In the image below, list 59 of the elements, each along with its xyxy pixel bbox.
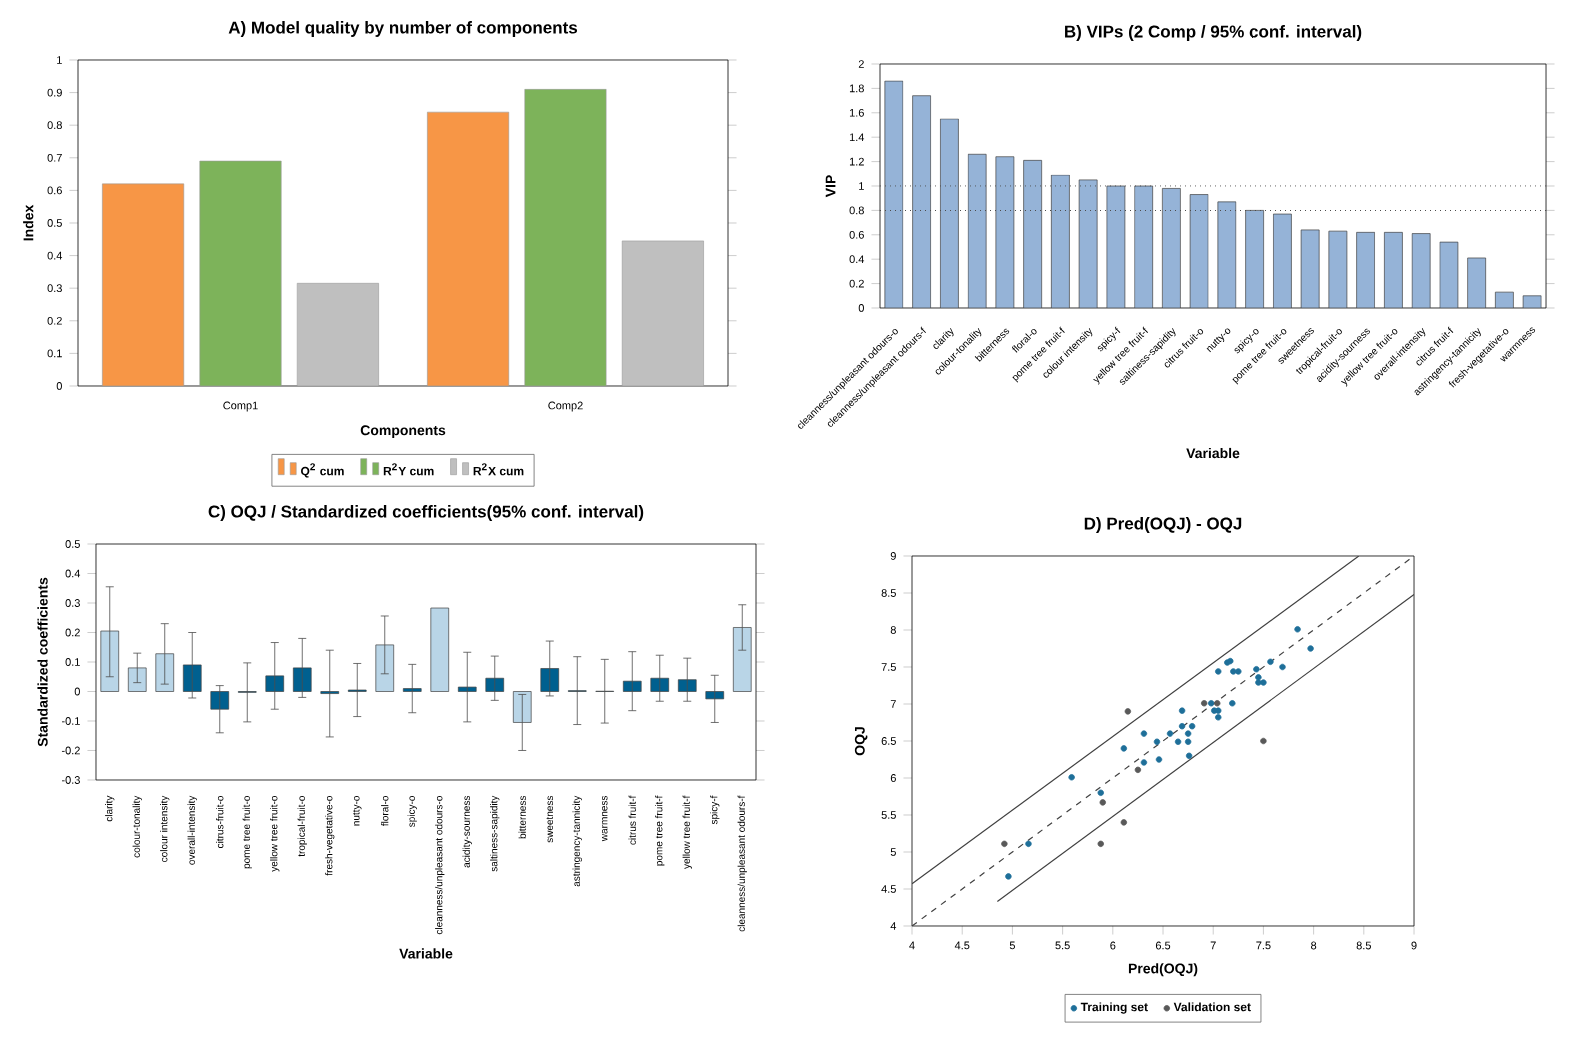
- point: [1097, 840, 1104, 848]
- point: [1260, 737, 1267, 745]
- bar: [540, 668, 560, 692]
- bar: [1522, 295, 1542, 308]
- point: [1253, 666, 1260, 673]
- point: [1255, 679, 1262, 686]
- bar: [1439, 241, 1459, 308]
- bar: [524, 89, 607, 386]
- point: [1185, 752, 1193, 759]
- point: [1120, 745, 1128, 752]
- point: [1068, 774, 1075, 781]
- point: [1215, 714, 1222, 721]
- point: [1097, 789, 1104, 796]
- point: [1188, 723, 1196, 730]
- bar: [621, 240, 704, 386]
- point: [1200, 700, 1208, 707]
- point: [1178, 707, 1186, 714]
- bar: [485, 677, 505, 692]
- point: [1267, 658, 1274, 666]
- point: [1001, 840, 1008, 848]
- point: [1140, 759, 1148, 766]
- point: [1099, 799, 1106, 806]
- point: [1140, 730, 1148, 737]
- bar: [427, 111, 510, 386]
- point: [1005, 873, 1012, 880]
- point: [1134, 766, 1142, 774]
- bar: [296, 283, 379, 386]
- point: [1235, 668, 1242, 675]
- point: [1307, 645, 1314, 652]
- bar: [102, 183, 185, 386]
- point: [1153, 738, 1161, 745]
- chart-title: B) VIPs (2 Comp / 95% conf. interval): [1065, 25, 1362, 41]
- point: [1229, 700, 1236, 707]
- point: [1155, 756, 1163, 763]
- point: [1255, 674, 1262, 681]
- bar: [732, 627, 752, 692]
- point: [1166, 730, 1174, 737]
- bar: [430, 607, 450, 692]
- chart-title: C) OQJ / Standardized coefficients(95% conf. interval): [208, 505, 644, 521]
- bar: [1356, 232, 1376, 308]
- chart-title: A) Model quality by number of components: [228, 21, 578, 37]
- point: [1260, 679, 1267, 686]
- point: [1279, 663, 1286, 671]
- point: [1025, 840, 1032, 848]
- point: [1174, 738, 1182, 745]
- point: [1294, 626, 1301, 633]
- point: [1214, 700, 1221, 707]
- bar: [1411, 233, 1431, 308]
- point: [1184, 730, 1192, 737]
- point: [1120, 819, 1128, 826]
- point: [1184, 738, 1192, 745]
- chart-title: D) Pred(OQJ) - OQJ: [1084, 517, 1242, 533]
- point: [1208, 700, 1215, 707]
- point: [1124, 708, 1132, 715]
- point: [1215, 668, 1222, 675]
- point: [1178, 723, 1186, 730]
- point: [1230, 668, 1237, 675]
- bar: [199, 160, 282, 386]
- bar: [1384, 232, 1403, 308]
